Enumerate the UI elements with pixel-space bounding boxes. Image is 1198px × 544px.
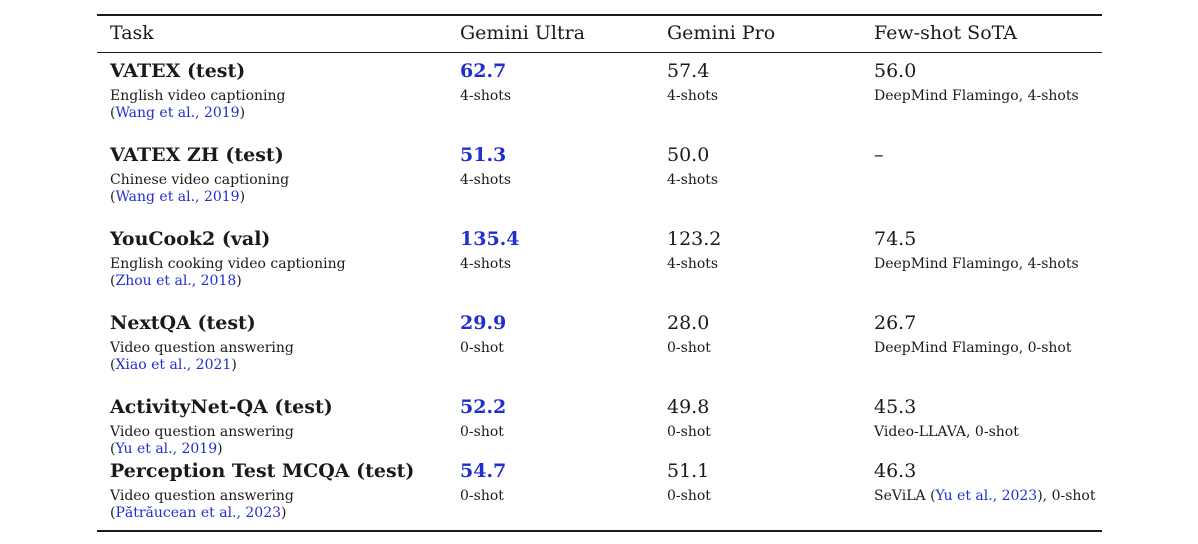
pro-score: 49.8	[667, 396, 710, 418]
sota-score: 45.3	[874, 396, 917, 418]
sota-detail: SeViLA (Yu et al., 2023), 0-shot	[874, 488, 1096, 504]
task-name: VATEX ZH (test)	[110, 144, 284, 166]
pro-shots: 0-shot	[667, 340, 711, 356]
sota-score: 26.7	[874, 312, 917, 334]
task-name: ActivityNet-QA (test)	[110, 396, 333, 418]
task-name: YouCook2 (val)	[110, 228, 271, 250]
pro-score: 123.2	[667, 228, 722, 250]
ultra-score: 29.9	[460, 312, 507, 334]
sota-detail: Video-LLAVA, 0-shot	[874, 424, 1019, 440]
header-gemini-pro: Gemini Pro	[667, 22, 776, 44]
task-description: Video question answering	[110, 340, 294, 356]
ultra-shots: 0-shot	[460, 424, 504, 440]
task-name: Perception Test MCQA (test)	[110, 460, 415, 482]
task-citation: (Pătrăucean et al., 2023)	[110, 505, 287, 521]
ultra-shots: 4-shots	[460, 88, 512, 104]
citation-link[interactable]: Yu et al., 2019	[115, 441, 218, 457]
ultra-score: 135.4	[460, 228, 520, 250]
pro-shots: 0-shot	[667, 424, 711, 440]
citation-link[interactable]: Wang et al., 2019	[115, 105, 240, 121]
pro-score: 28.0	[667, 312, 710, 334]
pro-score: 50.0	[667, 144, 710, 166]
ultra-score: 54.7	[460, 460, 507, 482]
sota-score: 56.0	[874, 60, 917, 82]
citation-link[interactable]: Xiao et al., 2021	[115, 357, 232, 373]
ultra-score: 51.3	[460, 144, 507, 166]
task-citation: (Yu et al., 2019)	[110, 441, 223, 457]
ultra-shots: 0-shot	[460, 340, 504, 356]
ultra-shots: 0-shot	[460, 488, 504, 504]
task-description: English video captioning	[110, 88, 286, 104]
task-name: VATEX (test)	[110, 60, 246, 82]
task-citation: (Zhou et al., 2018)	[110, 273, 242, 289]
pro-shots: 4-shots	[667, 256, 719, 272]
table-bottom-rule	[97, 530, 1102, 532]
task-description: English cooking video captioning	[110, 256, 346, 272]
sota-detail: DeepMind Flamingo, 0-shot	[874, 340, 1072, 356]
ultra-score: 62.7	[460, 60, 507, 82]
task-description: Video question answering	[110, 424, 294, 440]
header-few-shot-sota: Few-shot SoTA	[874, 22, 1017, 44]
sota-score: –	[874, 144, 884, 166]
citation-link[interactable]: Yu et al., 2023	[935, 488, 1038, 504]
ultra-shots: 4-shots	[460, 172, 512, 188]
citation-link[interactable]: Pătrăucean et al., 2023	[115, 505, 282, 521]
header-gemini-ultra: Gemini Ultra	[460, 22, 586, 44]
pro-shots: 4-shots	[667, 172, 719, 188]
task-citation: (Wang et al., 2019)	[110, 105, 246, 121]
pro-shots: 4-shots	[667, 88, 719, 104]
header-task: Task	[110, 22, 154, 44]
sota-score: 46.3	[874, 460, 917, 482]
sota-score: 74.5	[874, 228, 917, 250]
task-description: Chinese video captioning	[110, 172, 290, 188]
task-citation: (Xiao et al., 2021)	[110, 357, 237, 373]
pro-shots: 0-shot	[667, 488, 711, 504]
task-name: NextQA (test)	[110, 312, 256, 334]
ultra-score: 52.2	[460, 396, 507, 418]
pro-score: 57.4	[667, 60, 710, 82]
table-header-rule	[97, 52, 1102, 53]
citation-link[interactable]: Wang et al., 2019	[115, 189, 240, 205]
table-top-rule	[97, 14, 1102, 16]
task-description: Video question answering	[110, 488, 294, 504]
ultra-shots: 4-shots	[460, 256, 512, 272]
sota-detail: DeepMind Flamingo, 4-shots	[874, 256, 1079, 272]
pro-score: 51.1	[667, 460, 710, 482]
task-citation: (Wang et al., 2019)	[110, 189, 246, 205]
citation-link[interactable]: Zhou et al., 2018	[115, 273, 237, 289]
sota-detail: DeepMind Flamingo, 4-shots	[874, 88, 1079, 104]
